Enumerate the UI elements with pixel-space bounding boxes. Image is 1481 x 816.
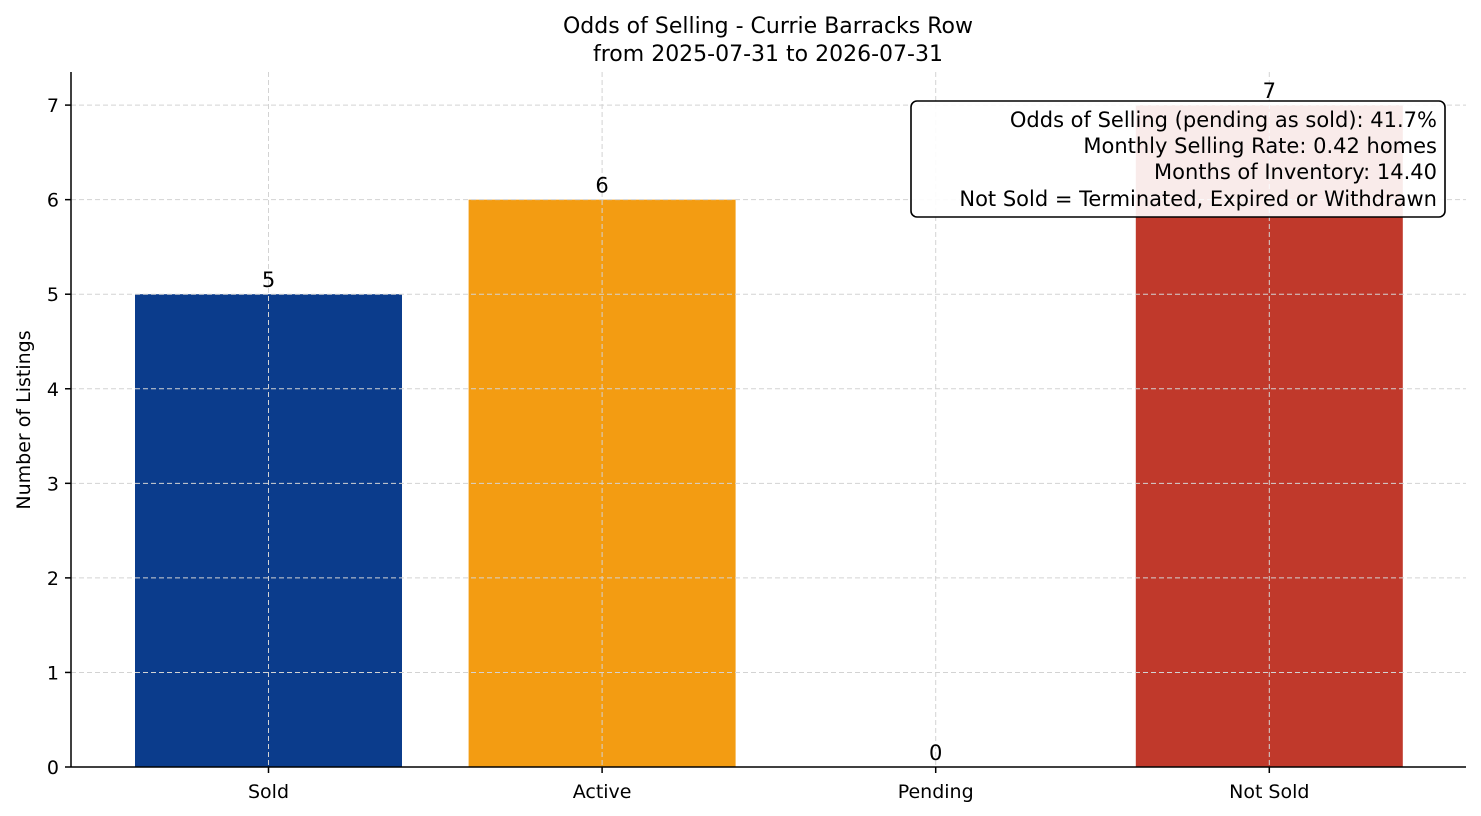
bar-value-label: 0 xyxy=(929,741,942,765)
y-axis-label: Number of Listings xyxy=(13,330,35,509)
ticks-layer: 0 1 2 3 4 5 6 7 Sold Active Pending Not Sold xyxy=(47,95,1310,803)
annotation-box xyxy=(910,100,1446,218)
bar-value-label: 5 xyxy=(262,268,275,292)
y-tick-label: 3 xyxy=(47,473,59,495)
annotation-selling-rate: Monthly Selling Rate: 0.42 homes xyxy=(1083,134,1437,158)
chart-subtitle: from 2025-07-31 to 2026-07-31 xyxy=(593,42,943,67)
bar-value-label: 6 xyxy=(595,174,608,198)
y-tick-label: 0 xyxy=(47,757,59,779)
annotation-not-sold-note: Not Sold = Terminated, Expired or Withdr… xyxy=(959,187,1437,211)
annotation-months-inventory: Months of Inventory: 14.40 xyxy=(1154,160,1437,184)
stats-annotation: Odds of Selling (pending as sold): 41.7%… xyxy=(910,100,1446,218)
annotation-odds: Odds of Selling (pending as sold): 41.7% xyxy=(1010,108,1437,132)
y-tick-label: 1 xyxy=(47,662,59,684)
y-tick-label: 6 xyxy=(47,190,59,212)
x-tick-label: Sold xyxy=(248,781,289,803)
y-tick-label: 7 xyxy=(47,95,59,117)
chart-title: Odds of Selling - Currie Barracks Row xyxy=(563,14,973,39)
y-tick-label: 5 xyxy=(47,284,59,306)
x-tick-label: Not Sold xyxy=(1229,781,1309,803)
axes-layer xyxy=(70,72,1466,768)
x-tick-label: Active xyxy=(573,781,632,803)
bar-labels-layer: 5 6 0 7 xyxy=(262,79,1276,765)
y-tick-label: 4 xyxy=(47,379,59,401)
x-tick-label: Pending xyxy=(898,781,974,803)
bar-value-label: 7 xyxy=(1263,79,1276,103)
y-tick-label: 2 xyxy=(47,568,59,590)
